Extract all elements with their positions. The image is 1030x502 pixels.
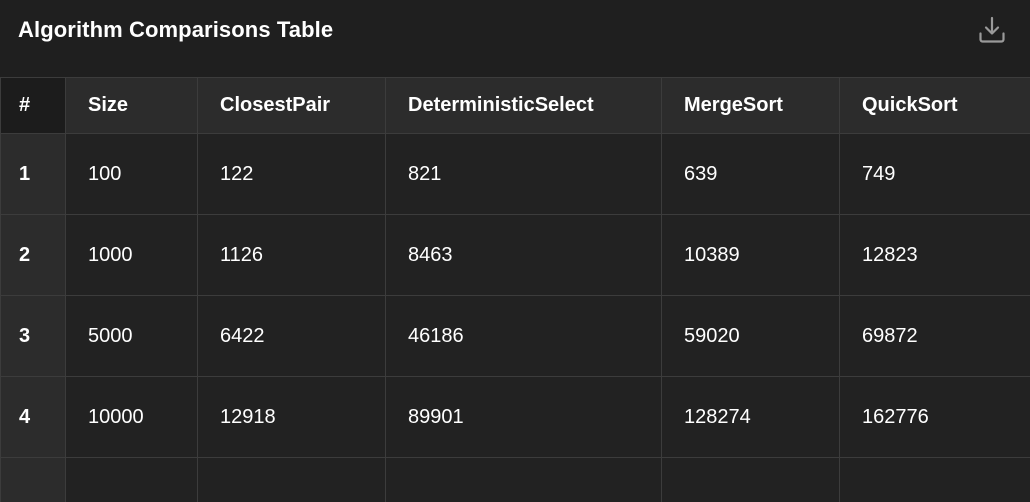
- cell-deterministicselect: 46186: [385, 295, 662, 377]
- cell-size: 5000: [65, 295, 198, 377]
- column-header-closestpair[interactable]: ClosestPair: [197, 77, 386, 134]
- cell-quicksort: 162776: [839, 376, 1030, 458]
- column-header-mergesort[interactable]: MergeSort: [661, 77, 840, 134]
- cell-deterministicselect: 8463: [385, 214, 662, 296]
- table-row-empty: [0, 457, 1030, 502]
- cell-size: 10000: [65, 376, 198, 458]
- column-header-size[interactable]: Size: [65, 77, 198, 134]
- cell-closestpair: 122: [197, 133, 386, 215]
- empty-cell: [65, 457, 198, 502]
- panel-title: Algorithm Comparisons Table: [18, 17, 334, 42]
- cell-quicksort: 69872: [839, 295, 1030, 377]
- cell-size: 1000: [65, 214, 198, 296]
- cell-closestpair: 12918: [197, 376, 386, 458]
- empty-cell: [197, 457, 386, 502]
- column-header-quicksort[interactable]: QuickSort: [839, 77, 1030, 134]
- cell-closestpair: 1126: [197, 214, 386, 296]
- table-row: 3 5000 6422 46186 59020 69872: [0, 295, 1030, 377]
- empty-cell: [385, 457, 662, 502]
- row-index: 1: [0, 133, 66, 215]
- cell-size: 100: [65, 133, 198, 215]
- empty-cell: [839, 457, 1030, 502]
- cell-quicksort: 12823: [839, 214, 1030, 296]
- row-index-empty: [0, 457, 66, 502]
- table-row: 2 1000 1126 8463 10389 12823: [0, 214, 1030, 296]
- algorithm-table: # Size ClosestPair DeterministicSelect M…: [0, 77, 1030, 502]
- cell-deterministicselect: 89901: [385, 376, 662, 458]
- row-index: 2: [0, 214, 66, 296]
- cell-mergesort: 639: [661, 133, 840, 215]
- download-button[interactable]: [977, 15, 1007, 45]
- cell-deterministicselect: 821: [385, 133, 662, 215]
- cell-quicksort: 749: [839, 133, 1030, 215]
- row-index: 3: [0, 295, 66, 377]
- empty-cell: [661, 457, 840, 502]
- table-row: 1 100 122 821 639 749: [0, 133, 1030, 215]
- panel-header: Algorithm Comparisons Table: [0, 0, 1030, 77]
- column-header-index[interactable]: #: [0, 77, 66, 134]
- cell-closestpair: 6422: [197, 295, 386, 377]
- cell-mergesort: 10389: [661, 214, 840, 296]
- cell-mergesort: 59020: [661, 295, 840, 377]
- table-header-row: # Size ClosestPair DeterministicSelect M…: [0, 77, 1030, 134]
- download-icon: [979, 16, 1005, 43]
- column-header-deterministicselect[interactable]: DeterministicSelect: [385, 77, 662, 134]
- row-index: 4: [0, 376, 66, 458]
- table-row: 4 10000 12918 89901 128274 162776: [0, 376, 1030, 458]
- cell-mergesort: 128274: [661, 376, 840, 458]
